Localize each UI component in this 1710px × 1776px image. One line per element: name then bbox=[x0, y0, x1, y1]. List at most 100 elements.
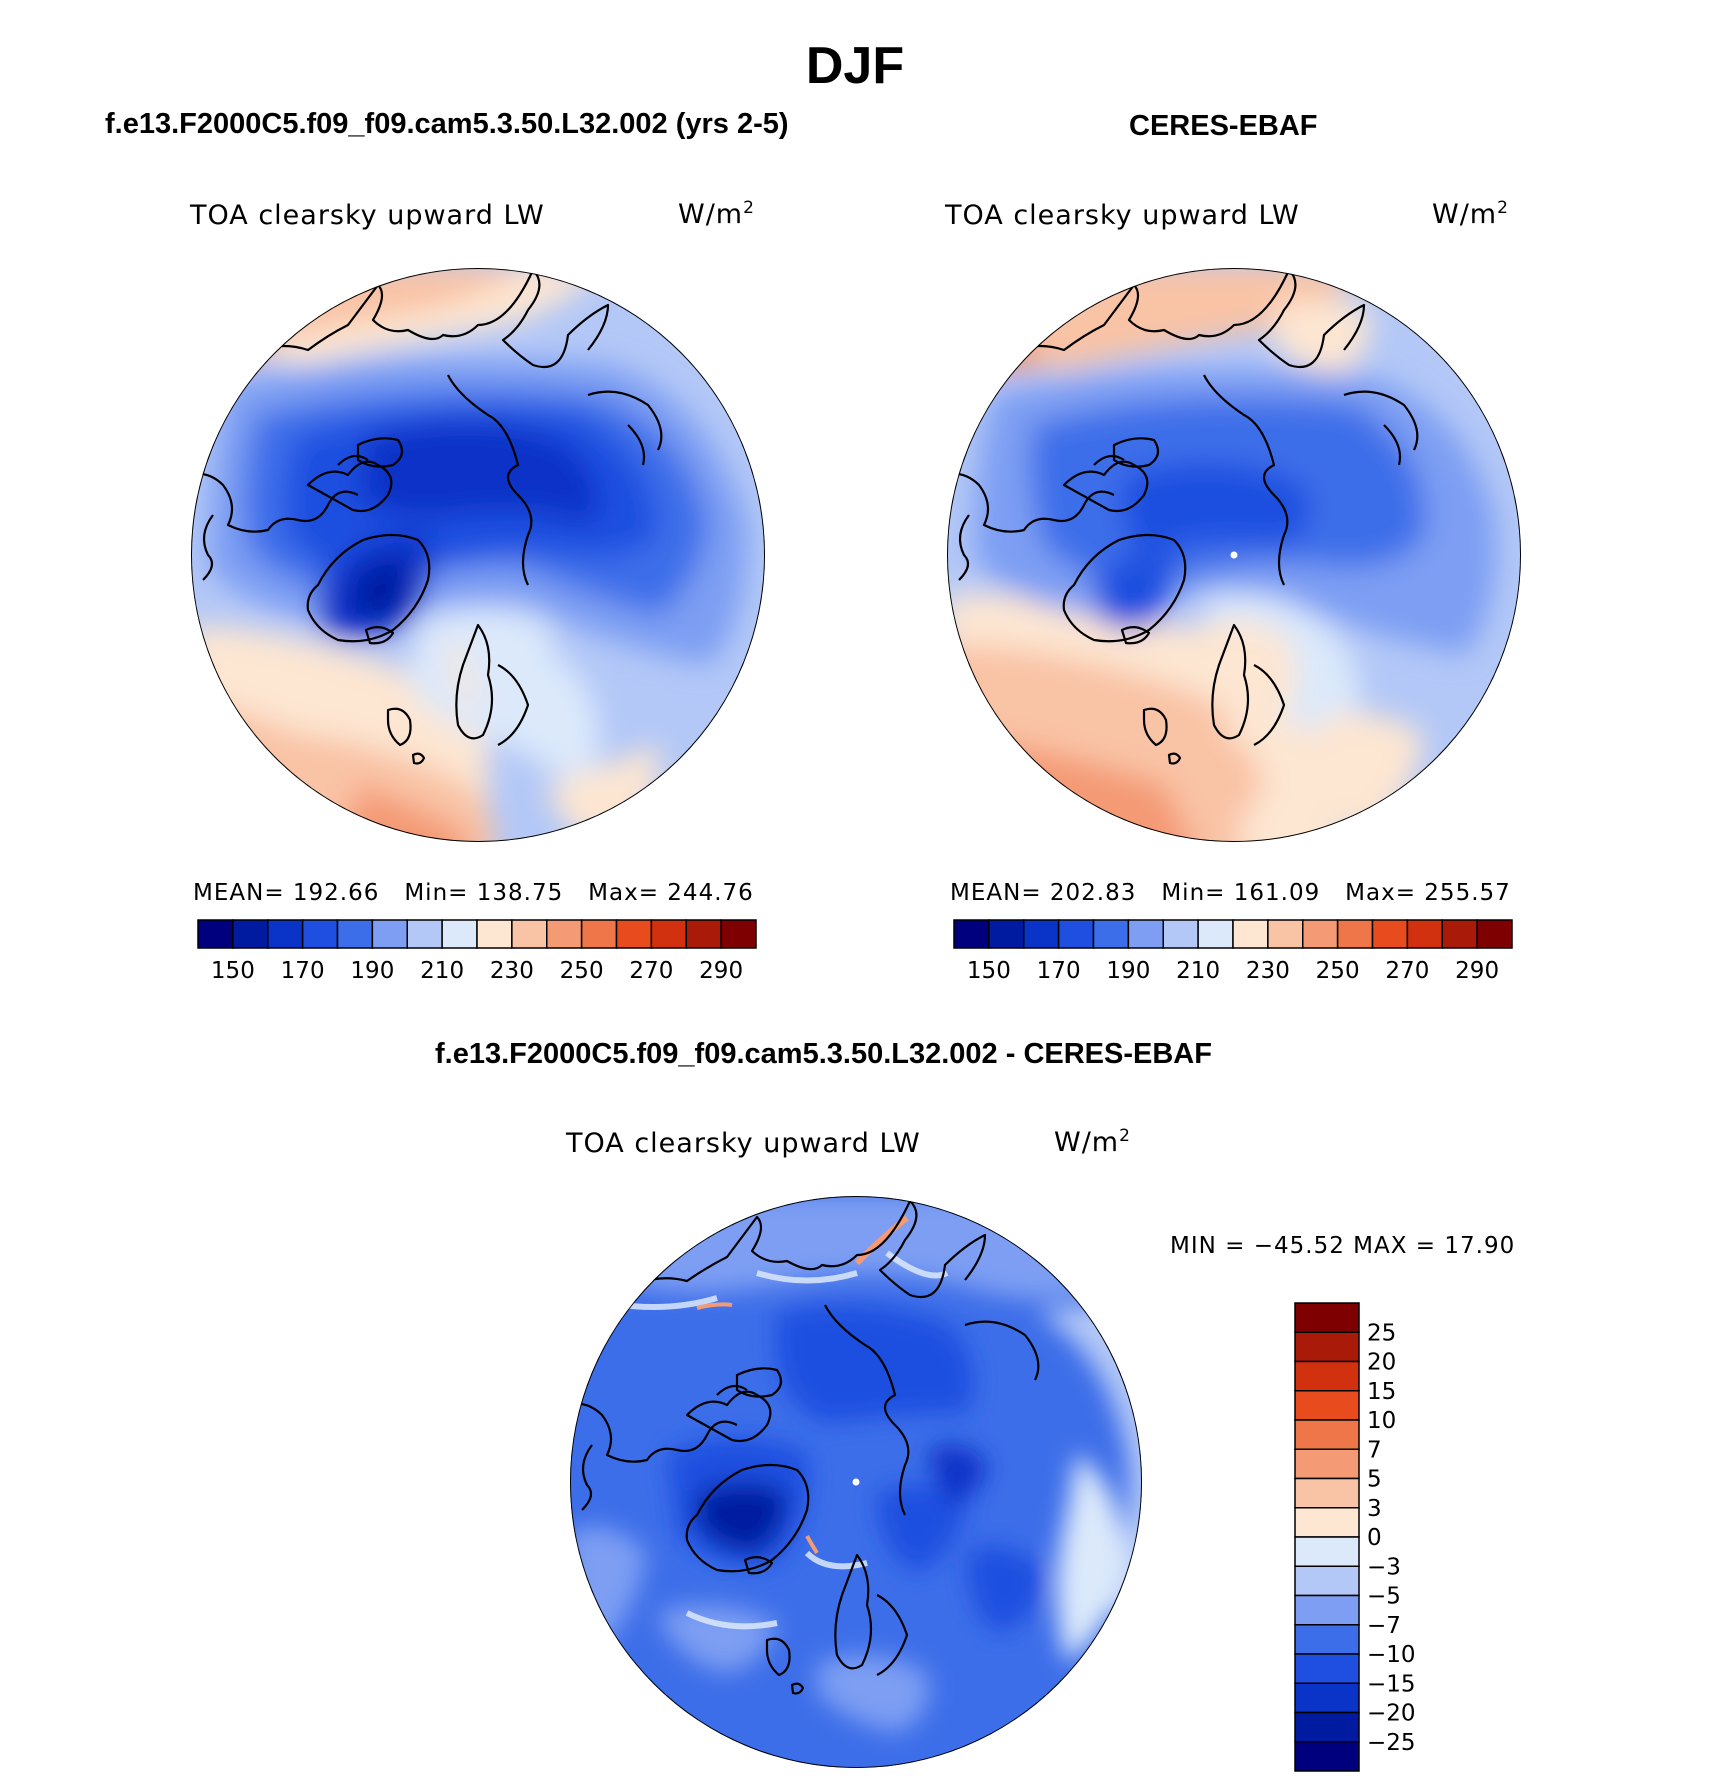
model-colorbar-tick-label: 210 bbox=[420, 958, 464, 984]
difference-colorbar: 25 20 15 10 7 5 3 0 −3 −5 −7 −10 −15 −20 −25 bbox=[1294, 1302, 1416, 1772]
obs-colorbar-box bbox=[1476, 919, 1513, 949]
obs-colorbar-box bbox=[1162, 919, 1199, 949]
difference-colorbar-tick-label: −3 bbox=[1367, 1554, 1401, 1580]
difference-colorbar-tick-label: −15 bbox=[1367, 1671, 1416, 1697]
difference-colorbar-box bbox=[1294, 1536, 1360, 1567]
model-colorbar-box bbox=[511, 919, 548, 949]
obs-min-value: 161.09 bbox=[1233, 880, 1321, 906]
model-colorbar-box bbox=[267, 919, 304, 949]
difference-variable-label: TOA clearsky upward LW bbox=[566, 1128, 921, 1159]
model-colorbar-box bbox=[720, 919, 757, 949]
model-colorbar-box bbox=[650, 919, 687, 949]
difference-colorbar-box bbox=[1294, 1302, 1360, 1333]
obs-colorbar-tick-label: 150 bbox=[967, 958, 1011, 984]
difference-colorbar-tick-label: 7 bbox=[1367, 1437, 1382, 1463]
model-colorbar-tick-label: 250 bbox=[560, 958, 604, 984]
model-colorbar-tick-label: 290 bbox=[699, 958, 743, 984]
difference-colorbar-tick-label: 20 bbox=[1367, 1350, 1396, 1376]
difference-colorbar-box bbox=[1294, 1594, 1360, 1626]
model-units-label: W/m2 bbox=[678, 198, 755, 230]
difference-units-label: W/m2 bbox=[1054, 1126, 1131, 1158]
model-colorbar-tick-label: 190 bbox=[350, 958, 394, 984]
model-colorbar-box bbox=[685, 919, 722, 949]
obs-mean-value: 202.83 bbox=[1049, 880, 1137, 906]
obs-colorbar-box bbox=[1057, 919, 1095, 949]
model-colorbar-box bbox=[301, 919, 339, 949]
model-panel-subtitle: f.e13.F2000C5.f09_f09.cam5.3.50.L32.002 … bbox=[105, 108, 789, 140]
difference-colorbar-tick-label: 25 bbox=[1367, 1320, 1396, 1346]
obs-stats: MEAN= 202.83 Min= 161.09 Max= 255.57 bbox=[950, 880, 1511, 906]
obs-colorbar-tick-label: 190 bbox=[1106, 958, 1150, 984]
obs-colorbar-box bbox=[1302, 919, 1339, 949]
difference-subtitle: f.e13.F2000C5.f09_f09.cam5.3.50.L32.002 … bbox=[435, 1038, 1212, 1070]
model-max-value: 244.76 bbox=[667, 880, 754, 906]
difference-colorbar-box bbox=[1294, 1419, 1360, 1450]
difference-colorbar-box bbox=[1294, 1507, 1360, 1538]
obs-colorbar-tick-label: 250 bbox=[1316, 958, 1360, 984]
difference-colorbar-box bbox=[1294, 1624, 1360, 1655]
difference-colorbar-box bbox=[1294, 1711, 1360, 1743]
difference-colorbar-tick-label: 0 bbox=[1367, 1525, 1382, 1551]
model-colorbar: 150 170 190 210 230 250 270 290 bbox=[197, 919, 757, 984]
model-colorbar-tick-label: 270 bbox=[629, 958, 673, 984]
difference-colorbar-tick-label: −25 bbox=[1367, 1730, 1416, 1756]
obs-colorbar-box bbox=[1406, 919, 1443, 949]
model-colorbar-tick-label: 150 bbox=[211, 958, 255, 984]
model-colorbar-box bbox=[546, 919, 583, 949]
model-colorbar-box bbox=[406, 919, 443, 949]
difference-colorbar-tick-label: 5 bbox=[1367, 1467, 1382, 1493]
difference-colorbar-box bbox=[1294, 1360, 1360, 1392]
obs-colorbar-box bbox=[1267, 919, 1304, 949]
obs-colorbar-box bbox=[1232, 919, 1269, 949]
obs-colorbar-box bbox=[1023, 919, 1060, 949]
model-colorbar-box bbox=[580, 919, 618, 949]
obs-panel-subtitle: CERES-EBAF bbox=[1129, 110, 1318, 142]
model-stats: MEAN= 192.66 Min= 138.75 Max= 244.76 bbox=[193, 880, 754, 906]
obs-colorbar-tick-label: 170 bbox=[1037, 958, 1081, 984]
model-colorbar-box bbox=[615, 919, 653, 949]
model-colorbar-box bbox=[197, 919, 234, 949]
difference-polar-map bbox=[570, 1196, 1142, 1768]
model-variable-label: TOA clearsky upward LW bbox=[190, 200, 545, 231]
difference-colorbar-box bbox=[1294, 1682, 1360, 1714]
difference-colorbar-tick-label: −10 bbox=[1367, 1642, 1416, 1668]
figure-title: DJF bbox=[805, 37, 905, 95]
model-colorbar-box bbox=[371, 919, 408, 949]
obs-colorbar-tick-label: 210 bbox=[1176, 958, 1220, 984]
obs-units-label: W/m2 bbox=[1432, 198, 1509, 230]
obs-colorbar-box bbox=[1127, 919, 1164, 949]
difference-colorbar-tick-label: −5 bbox=[1367, 1584, 1401, 1610]
model-colorbar-box bbox=[441, 919, 478, 949]
difference-colorbar-box bbox=[1294, 1390, 1360, 1421]
model-colorbar-tick-label: 230 bbox=[490, 958, 534, 984]
difference-colorbar-box bbox=[1294, 1477, 1360, 1509]
obs-colorbar-box bbox=[1371, 919, 1409, 949]
obs-colorbar-box bbox=[1092, 919, 1130, 949]
obs-colorbar-box bbox=[1197, 919, 1234, 949]
obs-colorbar-tick-label: 290 bbox=[1455, 958, 1499, 984]
obs-colorbar-box bbox=[953, 919, 990, 949]
difference-colorbar-box bbox=[1294, 1741, 1360, 1772]
obs-colorbar-tick-label: 230 bbox=[1246, 958, 1290, 984]
obs-colorbar-box bbox=[988, 919, 1025, 949]
difference-colorbar-tick-label: 3 bbox=[1367, 1496, 1382, 1522]
obs-colorbar: 150 170 190 210 230 250 270 290 bbox=[953, 919, 1513, 984]
model-colorbar-box bbox=[232, 919, 269, 949]
difference-colorbar-box bbox=[1294, 1448, 1360, 1480]
model-mean-value: 192.66 bbox=[292, 880, 380, 906]
model-colorbar-tick-label: 170 bbox=[281, 958, 325, 984]
difference-colorbar-box bbox=[1294, 1565, 1360, 1597]
difference-colorbar-box bbox=[1294, 1653, 1360, 1684]
obs-colorbar-box bbox=[1441, 919, 1478, 949]
model-polar-map bbox=[191, 268, 765, 842]
difference-min-max: MIN = −45.52 MAX = 17.90 bbox=[1170, 1233, 1516, 1259]
model-colorbar-box bbox=[336, 919, 374, 949]
difference-colorbar-tick-label: 15 bbox=[1367, 1379, 1396, 1405]
obs-max-value: 255.57 bbox=[1424, 880, 1511, 906]
obs-colorbar-tick-label: 270 bbox=[1385, 958, 1429, 984]
model-colorbar-box bbox=[476, 919, 513, 949]
difference-colorbar-box bbox=[1294, 1331, 1360, 1363]
difference-colorbar-tick-label: −7 bbox=[1367, 1613, 1401, 1639]
obs-colorbar-box bbox=[1336, 919, 1374, 949]
difference-colorbar-tick-label: −20 bbox=[1367, 1701, 1416, 1727]
